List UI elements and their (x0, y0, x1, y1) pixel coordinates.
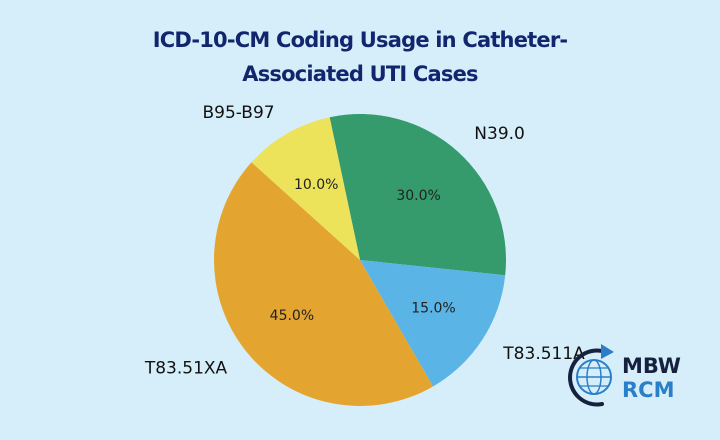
pie-chart: 30.0% N39.0 15.0% T83.511A 45.0% T83.51XA 10.0… (144, 103, 585, 406)
pie-label-t83-51xa: T83.51XA (144, 359, 228, 379)
globe-icon (568, 344, 614, 407)
pie-slice-n39-0 (329, 113, 506, 276)
pie-label-b95-b97: B95-B97 (202, 103, 274, 123)
chart-title-line-2: Associated UTI Cases (242, 62, 478, 86)
pie-label-t83-511a: T83.511A (502, 344, 585, 364)
mbw-rcm-logo: MBW RCM (568, 344, 681, 407)
pie-pct-b95-b97: 10.0% (294, 177, 338, 193)
pie-pct-n39-0: 30.0% (396, 188, 440, 204)
pie-label-n39-0: N39.0 (474, 124, 525, 144)
pie-slice-b95-b97 (251, 117, 360, 260)
pie-pct-t83-51xa: 45.0% (270, 308, 314, 324)
pie-slice-t83-51xa (214, 162, 433, 406)
logo-text-mbw: MBW (622, 354, 681, 378)
pie-pct-t83-511a: 15.0% (411, 301, 455, 317)
logo-text-rcm: RCM (622, 378, 674, 402)
chart-title-line-1: ICD-10-CM Coding Usage in Catheter- (153, 28, 568, 52)
pie-slice-t83-511a (360, 260, 506, 387)
